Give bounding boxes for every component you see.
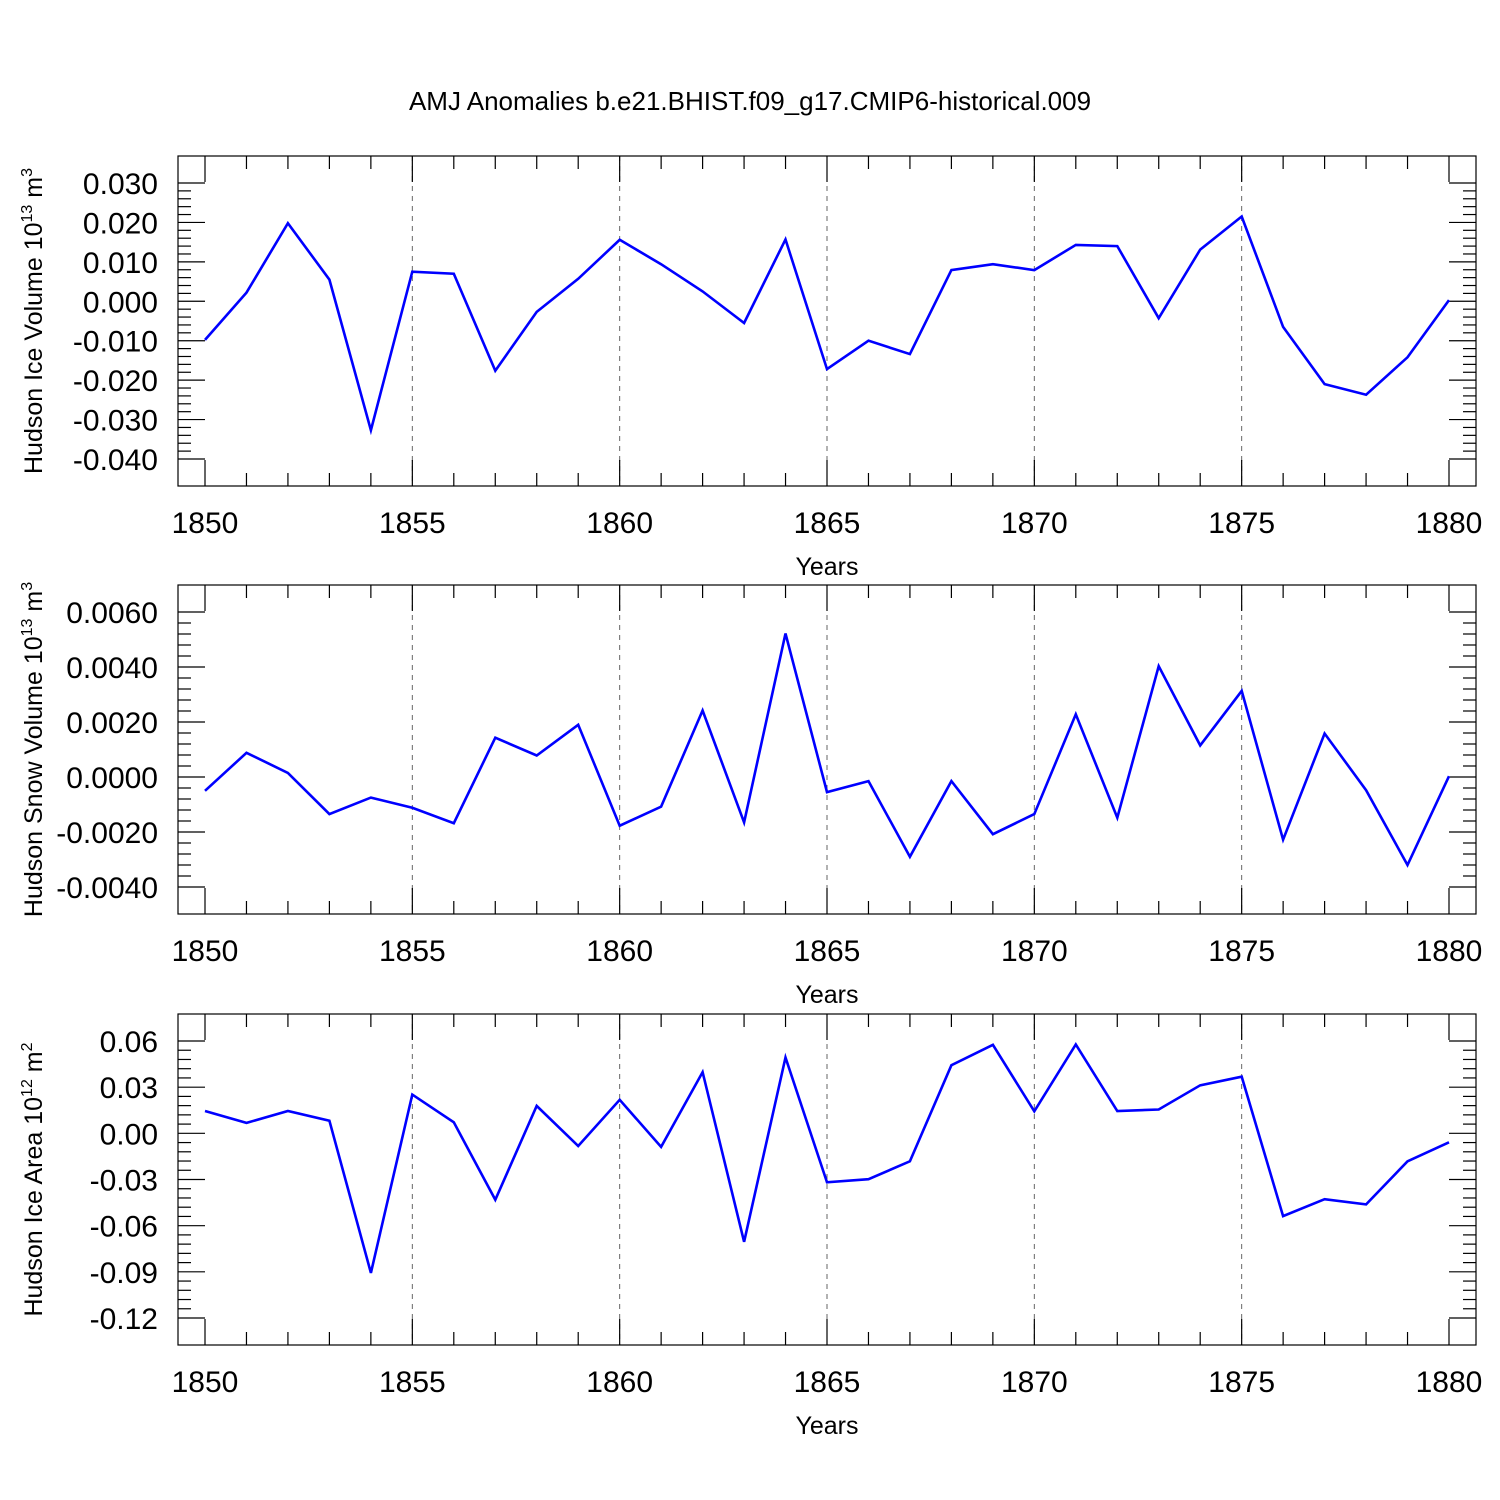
series-line	[204, 214, 1451, 436]
x-tick-label: 1865	[794, 1366, 861, 1399]
panel-2: -0.0040 -0.0020 0.0000 0.0020 0.0040 0.0060 18…	[19, 582, 1482, 1009]
series-line	[204, 1041, 1450, 1274]
y-tick-label: 0.0040	[66, 652, 158, 685]
y-axis-label-part: Hudson Ice Volume 10	[20, 222, 48, 474]
y-tick-label: -0.12	[90, 1303, 158, 1336]
x-tick-label: 1865	[794, 507, 861, 540]
x-tick-label: 1860	[586, 507, 653, 540]
x-tick-label: 1875	[1208, 1366, 1275, 1399]
x-tick-label: 1860	[586, 1366, 653, 1399]
x-tick-label: 1860	[586, 935, 653, 968]
y-tick-label: 0.0000	[66, 762, 158, 795]
y-axis-label: Hudson Snow Volume 1013 m3	[19, 582, 48, 917]
y-axis-label-part: Hudson Ice Area 10	[20, 1097, 48, 1317]
x-tick-label: 1870	[1001, 935, 1068, 968]
y-tick-label: -0.0020	[56, 817, 158, 850]
x-tick-label: 1875	[1208, 507, 1275, 540]
x-tick-label: 1855	[379, 935, 446, 968]
y-tick-label: 0.020	[83, 207, 158, 240]
x-tick-label: 1880	[1416, 935, 1483, 968]
y-tick-label: 0.010	[83, 247, 158, 280]
y-tick-label: -0.010	[73, 326, 158, 359]
y-axis-label-superscript: 2	[19, 1042, 36, 1051]
x-tick-label: 1855	[379, 1366, 446, 1399]
panel-1: -0.040 -0.030 -0.020 -0.010 0.000 0.010 0.020 0…	[19, 155, 1483, 581]
x-tick-label: 1865	[794, 935, 861, 968]
x-tick-label: 1850	[172, 935, 239, 968]
y-tick-label: 0.0020	[66, 707, 158, 740]
x-axis-label: Years	[795, 1412, 858, 1440]
y-tick-label: 0.030	[83, 168, 158, 201]
x-tick-label: 1870	[1001, 507, 1068, 540]
y-tick-label: -0.0040	[56, 872, 158, 905]
y-axis-label-part: m	[20, 177, 48, 205]
x-tick-label: 1855	[379, 507, 446, 540]
y-tick-label: -0.06	[90, 1211, 158, 1244]
x-tick-label: 1870	[1001, 1366, 1068, 1399]
x-axis-label: Years	[795, 553, 858, 581]
y-tick-label: 0.06	[100, 1026, 158, 1059]
y-axis-label-superscript: 3	[19, 168, 36, 177]
y-axis-label-superscript: 13	[19, 205, 36, 223]
chart-panels: -0.040 -0.030 -0.020 -0.010 0.000 0.010 0.020 0…	[19, 155, 1483, 1440]
y-tick-label: -0.09	[90, 1257, 158, 1290]
y-tick-label: 0.000	[83, 286, 158, 319]
y-axis-label: Hudson Ice Area 1012 m2	[19, 1042, 48, 1316]
y-axis-label-superscript: 12	[19, 1079, 36, 1097]
x-tick-label: 1880	[1416, 507, 1483, 540]
y-tick-label: 0.0060	[66, 597, 158, 630]
y-tick-label: 0.03	[100, 1072, 158, 1105]
y-tick-label: 0.00	[100, 1118, 158, 1151]
y-tick-label: -0.03	[90, 1165, 158, 1198]
panel-3: -0.12 -0.09 -0.06 -0.03 0.00 0.03 0.06 1850 1855…	[19, 1013, 1483, 1440]
y-axis-label-superscript: 3	[19, 582, 36, 591]
y-tick-label: -0.040	[73, 444, 158, 477]
y-tick-label: -0.020	[73, 365, 158, 398]
x-tick-label: 1875	[1208, 935, 1275, 968]
y-tick-label: -0.030	[73, 405, 158, 438]
series-line	[204, 633, 1451, 868]
chart-title: AMJ Anomalies b.e21.BHIST.f09_g17.CMIP6-…	[409, 86, 1091, 116]
y-axis-label: Hudson Ice Volume 1013 m3	[19, 168, 48, 474]
y-axis-label-part: Hudson Snow Volume 10	[20, 636, 48, 917]
x-tick-label: 1850	[172, 1366, 239, 1399]
x-axis-label: Years	[795, 981, 858, 1009]
y-axis-label-part: m	[20, 1051, 48, 1079]
y-axis-label-superscript: 13	[19, 618, 36, 636]
x-tick-label: 1850	[172, 507, 239, 540]
x-tick-label: 1880	[1416, 1366, 1483, 1399]
y-axis-label-part: m	[20, 591, 48, 619]
